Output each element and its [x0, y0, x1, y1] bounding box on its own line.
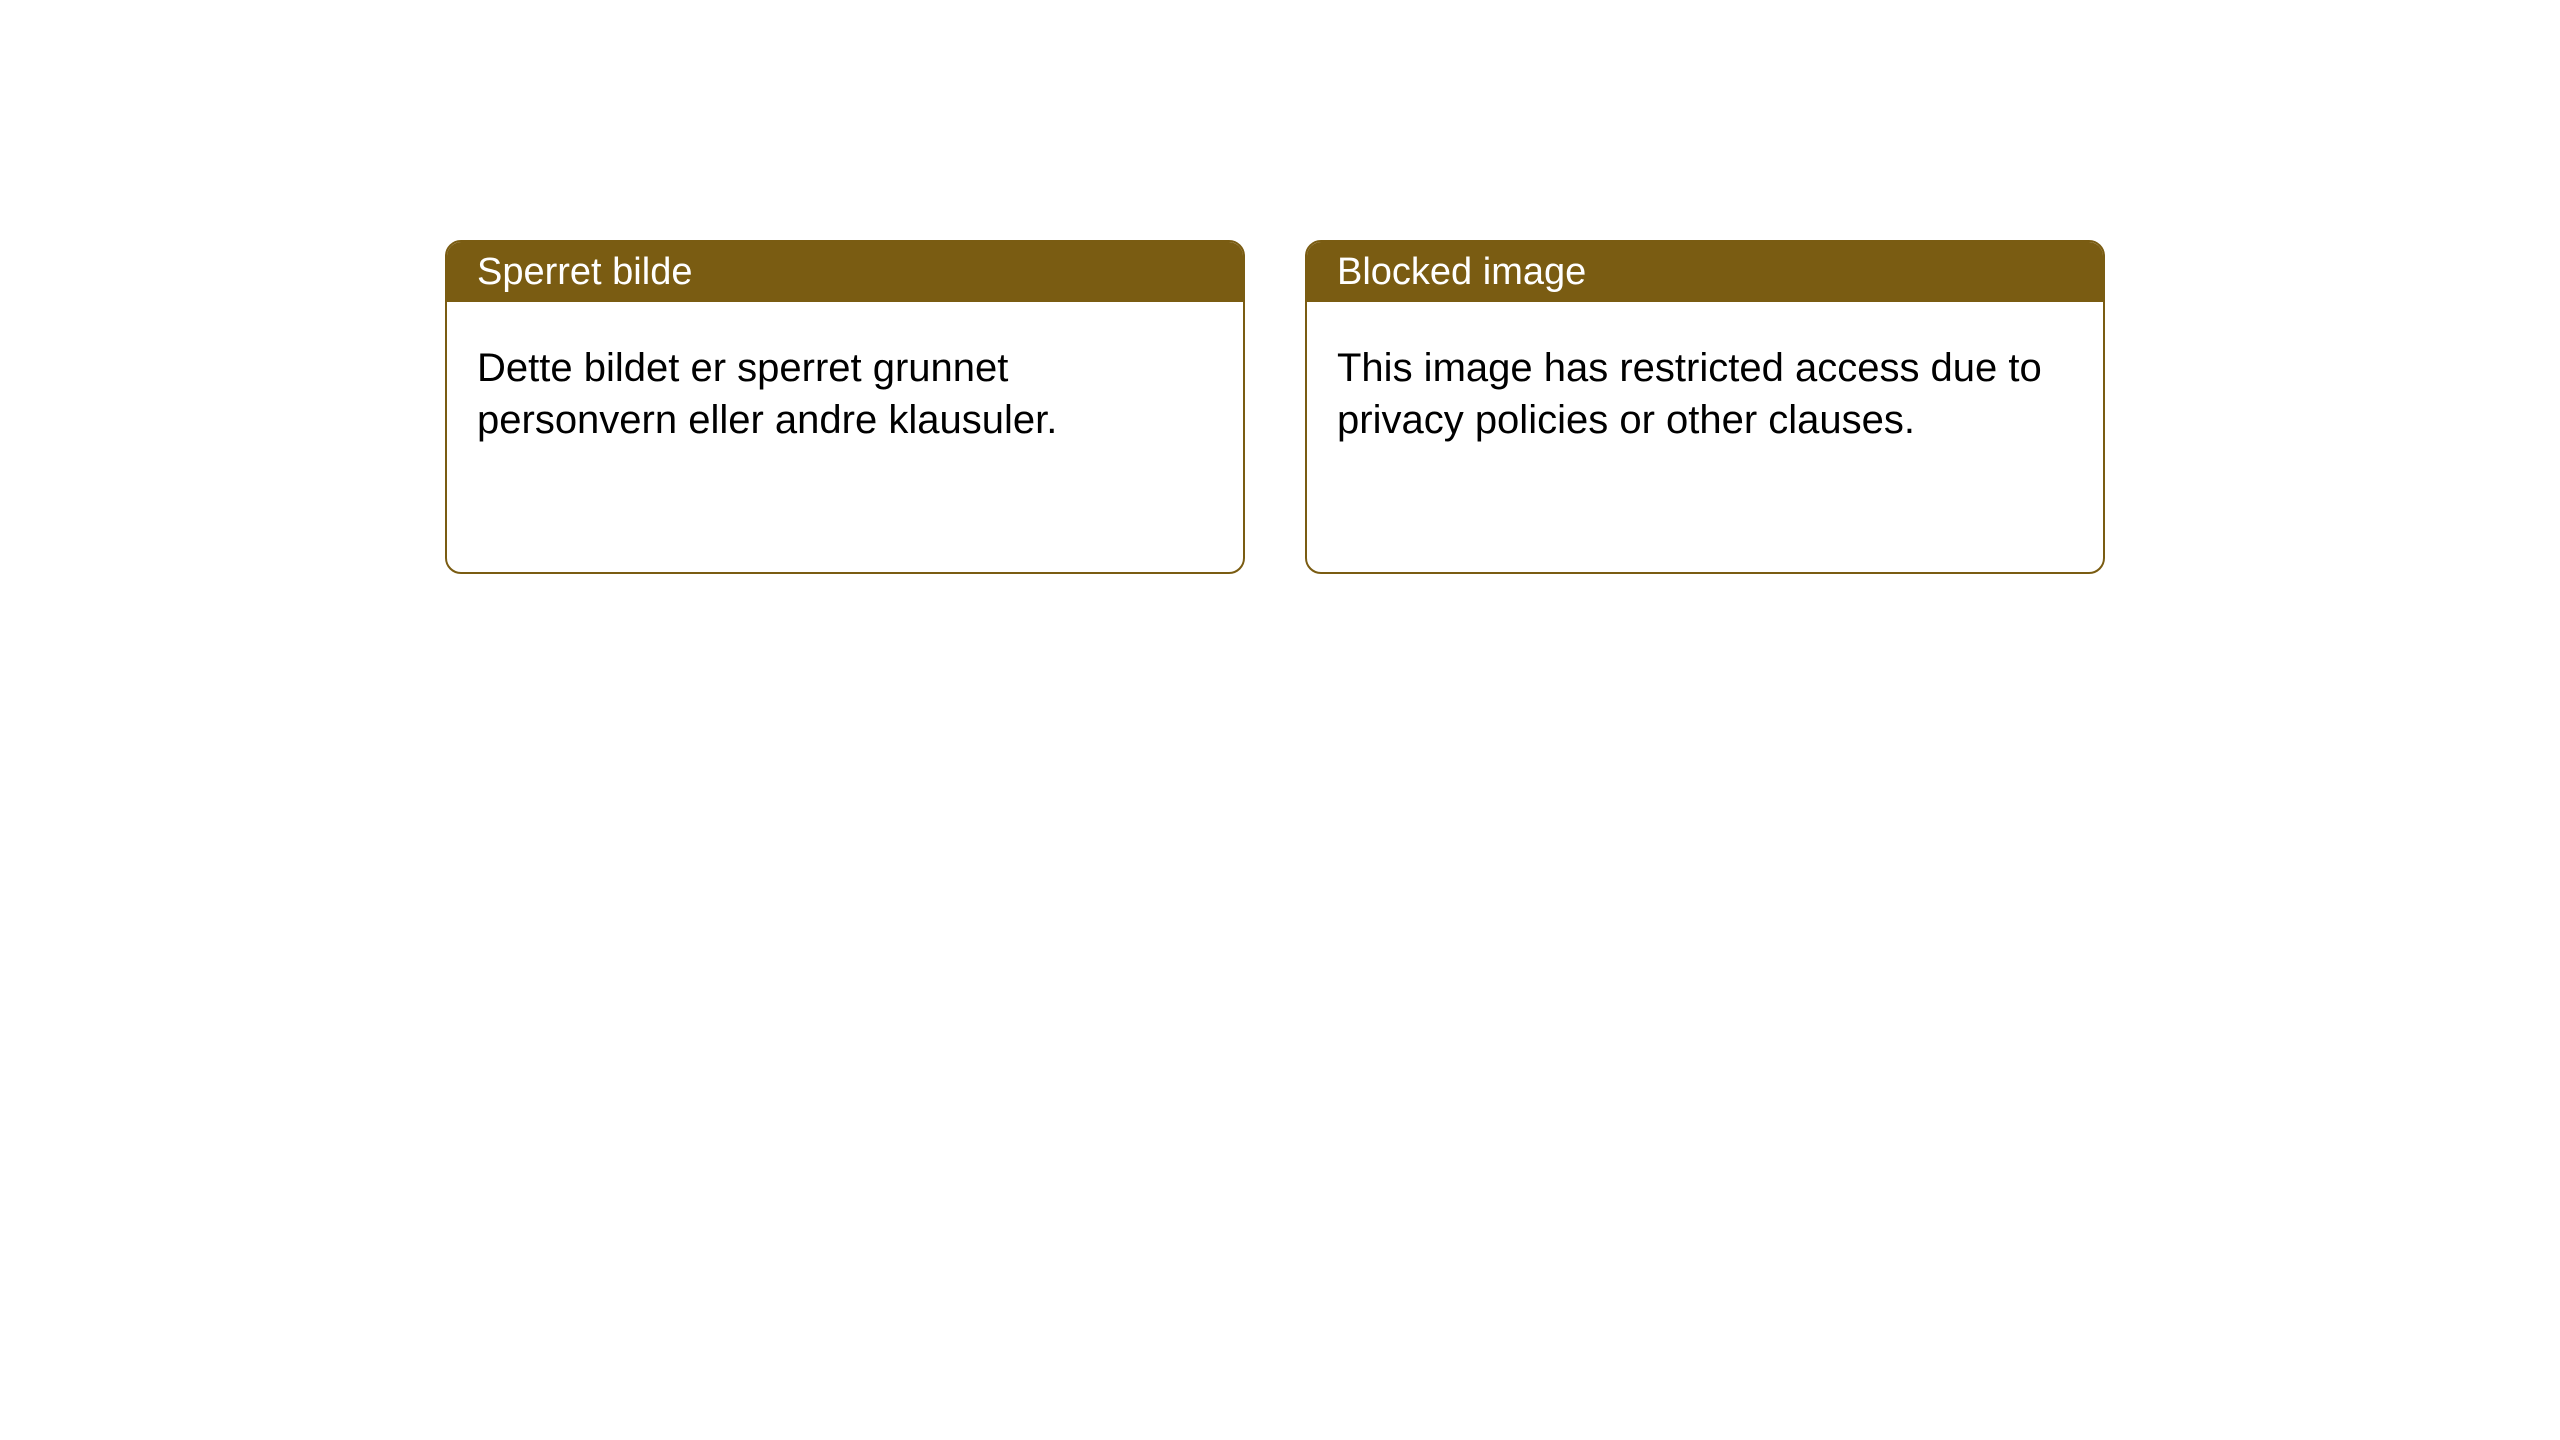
- notice-cards-container: Sperret bilde Dette bildet er sperret gr…: [445, 240, 2105, 574]
- card-title: Sperret bilde: [477, 251, 692, 294]
- notice-card-english: Blocked image This image has restricted …: [1305, 240, 2105, 574]
- card-title: Blocked image: [1337, 251, 1586, 294]
- card-body: Dette bildet er sperret grunnet personve…: [447, 302, 1243, 486]
- notice-card-norwegian: Sperret bilde Dette bildet er sperret gr…: [445, 240, 1245, 574]
- card-body-text: Dette bildet er sperret grunnet personve…: [477, 346, 1057, 442]
- card-header: Sperret bilde: [447, 242, 1243, 302]
- card-header: Blocked image: [1307, 242, 2103, 302]
- card-body: This image has restricted access due to …: [1307, 302, 2103, 486]
- card-body-text: This image has restricted access due to …: [1337, 346, 2042, 442]
